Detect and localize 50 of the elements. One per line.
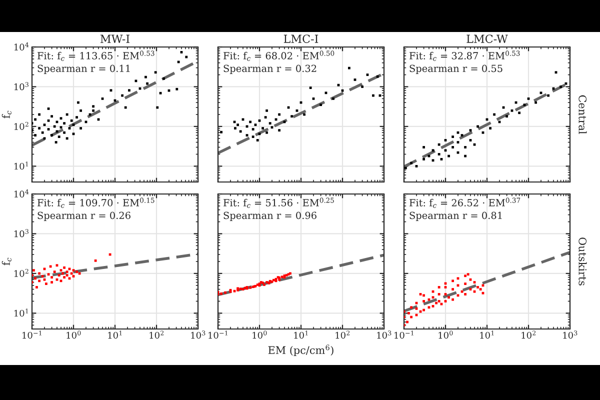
x-tick-label: 10$^{0}$ bbox=[438, 330, 453, 339]
x-tick-label: 10$^{3}$ bbox=[563, 330, 578, 339]
x-tick-label: 10$^{0}$ bbox=[66, 330, 81, 339]
x-tick-label: 10$^{3}$ bbox=[191, 330, 206, 339]
point bbox=[50, 276, 54, 279]
point bbox=[422, 294, 426, 297]
y2-axis-title: Outskirts bbox=[578, 238, 587, 286]
y-tick-label: 10$^{4}$ bbox=[14, 189, 29, 198]
point bbox=[410, 306, 413, 309]
annotation: Spearman r = 0.26 bbox=[38, 212, 130, 221]
annotation: Fit: f$_{c}$ = 68.02 · EM$^{0.50}$ bbox=[224, 50, 334, 61]
x-tick-label: 10$^{−1}$ bbox=[208, 330, 228, 339]
chart-title: MW-I bbox=[100, 34, 130, 43]
point bbox=[53, 270, 56, 274]
y-tick-label: 10$^{2}$ bbox=[14, 268, 28, 277]
annotation: Spearman r = 0.96 bbox=[224, 212, 316, 221]
y-tick-label: 10$^{2}$ bbox=[14, 122, 28, 130]
chart-title: LMC-W bbox=[466, 34, 508, 43]
y-tick-label: 10$^{3}$ bbox=[14, 82, 28, 90]
annotation: Fit: f$_{c}$ = 109.70 · EM$^{0.15}$ bbox=[38, 198, 154, 208]
y-tick-label: 10$^{1}$ bbox=[14, 162, 28, 170]
x-tick-label: 10$^{2}$ bbox=[336, 330, 350, 339]
x-tick-label: 10$^{0}$ bbox=[252, 330, 267, 339]
x-tick-label: 10$^{1}$ bbox=[480, 330, 494, 339]
y-tick-label: 10$^{3}$ bbox=[14, 229, 28, 238]
annotation: Spearman r = 0.81 bbox=[410, 212, 502, 221]
y-axis-title: f$_{c}$ bbox=[2, 110, 12, 118]
point bbox=[452, 298, 454, 301]
point bbox=[66, 270, 68, 274]
x-tick-label: 10$^{−1}$ bbox=[394, 330, 414, 339]
y-tick-label: 10$^{4}$ bbox=[14, 42, 29, 50]
y2-axis-title: Central bbox=[578, 95, 587, 134]
x-tick-label: 10$^{1}$ bbox=[294, 330, 308, 339]
x-tick-label: 10$^{2}$ bbox=[522, 330, 536, 339]
point bbox=[38, 280, 41, 282]
annotation: Fit: f$_{c}$ = 113.65 · EM$^{0.53}$ bbox=[38, 50, 154, 61]
x-tick-label: 10$^{2}$ bbox=[150, 330, 164, 339]
annotation: Spearman r = 0.55 bbox=[410, 64, 502, 74]
y-tick-label: 10$^{1}$ bbox=[14, 308, 28, 317]
x-tick-label: 10$^{3}$ bbox=[377, 330, 392, 339]
annotation: Fit: f$_{c}$ = 51.56 · EM$^{0.25}$ bbox=[224, 198, 334, 208]
annotation: Spearman r = 0.32 bbox=[224, 64, 316, 74]
annotation: Spearman r = 0.11 bbox=[38, 64, 130, 74]
y-axis-title: f$_{c}$ bbox=[2, 258, 12, 266]
annotation: Fit: f$_{c}$ = 26.52 · EM$^{0.37}$ bbox=[410, 198, 520, 208]
chart-title: LMC-I bbox=[284, 34, 318, 43]
x-tick-label: 10$^{−1}$ bbox=[22, 330, 42, 339]
x-tick-label: 10$^{1}$ bbox=[108, 330, 122, 339]
annotation: Fit: f$_{c}$ = 32.87 · EM$^{0.53}$ bbox=[410, 50, 520, 61]
x-axis-title: EM (pc/cm$^{6}$) bbox=[268, 344, 334, 356]
